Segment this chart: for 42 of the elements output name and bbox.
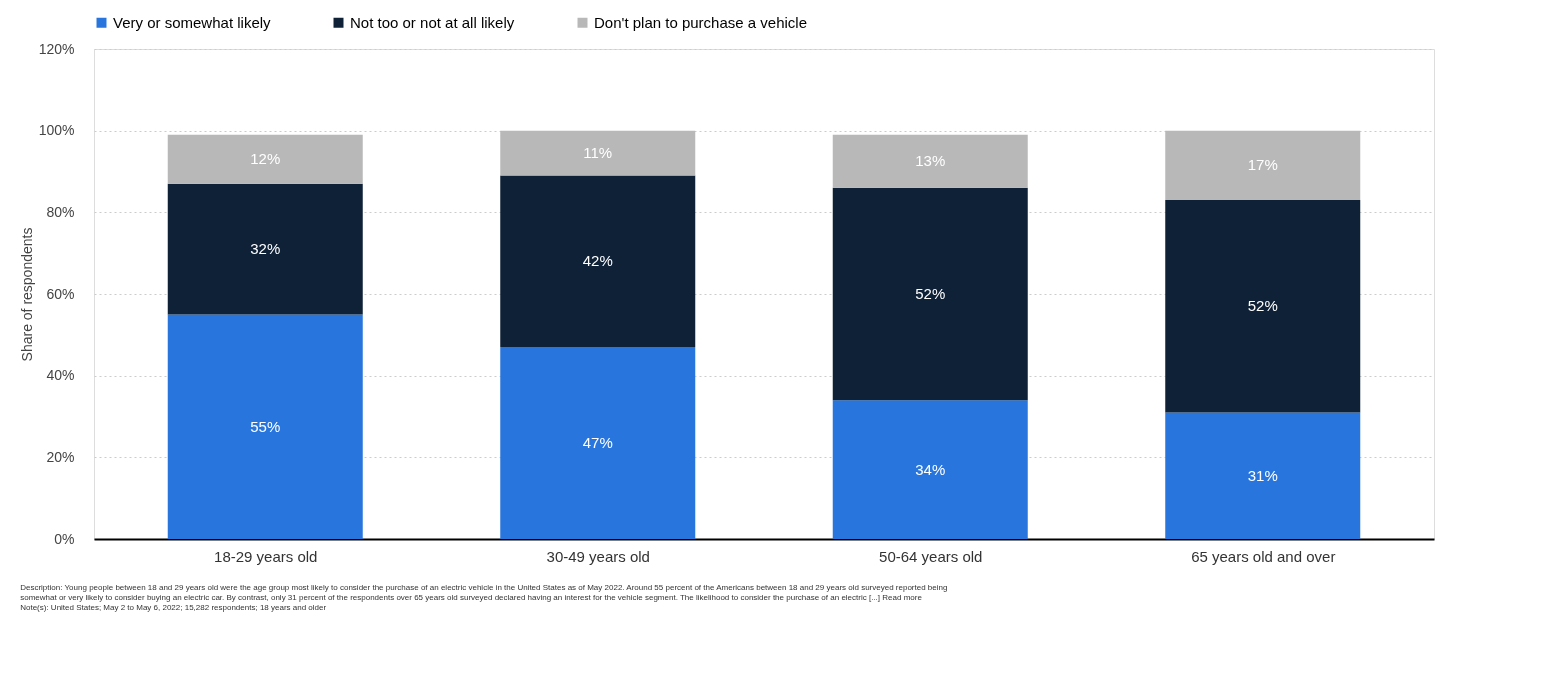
bar xyxy=(500,347,696,539)
bar xyxy=(1165,130,1361,201)
bar xyxy=(500,175,696,348)
text: somewhat or very likely to consider buying an electric car. By contrast, only 31 percent of the respondents over 65 years old surveyed declared having an interest for the vehicle segment. The likelihood to consider the purchase of an electric [...] Read more xyxy=(20,593,923,602)
y-axis-title: Share of respondents xyxy=(18,227,35,362)
y-tick-label: 40% xyxy=(46,367,75,384)
data-label: 13% xyxy=(915,152,946,170)
data-label: 55% xyxy=(250,417,281,435)
x-tick-label: 65 years old and over xyxy=(1191,547,1336,565)
legend-label: Don't plan to purchase a vehicle xyxy=(594,13,807,31)
data-label: 11% xyxy=(583,144,613,162)
data-label: 42% xyxy=(582,252,613,270)
data-label: 47% xyxy=(582,434,613,452)
bar xyxy=(167,134,363,184)
y-tick-label: 60% xyxy=(46,285,75,302)
text: Description: Young people between 18 and 29 years old were the age group most likely to consider the purchase of an electric vehicle in the United States as of May 2022. Around 55 percent of the Americans between 18 and 29 years old surveyed reported being xyxy=(20,583,948,592)
bar xyxy=(167,183,363,315)
bar xyxy=(500,130,696,176)
y-tick-label: 80% xyxy=(46,203,75,220)
data-label: 17% xyxy=(1247,156,1278,174)
bar xyxy=(832,400,1028,539)
bar xyxy=(1165,200,1361,413)
bar xyxy=(832,134,1028,188)
text: Note(s): United States; May 2 to May 6, 2022; 15,282 respondents; 18 years and older xyxy=(20,603,327,612)
data-label: 34% xyxy=(915,460,946,478)
y-tick-label: 100% xyxy=(38,122,75,139)
legend-label: Very or somewhat likely xyxy=(113,13,272,31)
data-label: 32% xyxy=(250,240,281,258)
x-tick-label: 50-64 years old xyxy=(879,547,983,565)
bar xyxy=(832,187,1028,401)
y-tick-label: 20% xyxy=(46,448,75,465)
y-tick-label: 0% xyxy=(54,530,75,547)
x-tick-label: 18-29 years old xyxy=(214,547,318,565)
y-tick-label: 120% xyxy=(38,40,75,57)
data-label: 52% xyxy=(915,285,946,302)
bar xyxy=(1165,412,1361,539)
x-tick-label: 30-49 years old xyxy=(546,547,650,565)
data-label: 12% xyxy=(250,150,281,168)
bar xyxy=(167,314,363,539)
data-label: 52% xyxy=(1247,297,1278,315)
data-label: 31% xyxy=(1247,466,1278,484)
legend-label: Not too or not at all likely xyxy=(350,13,515,31)
